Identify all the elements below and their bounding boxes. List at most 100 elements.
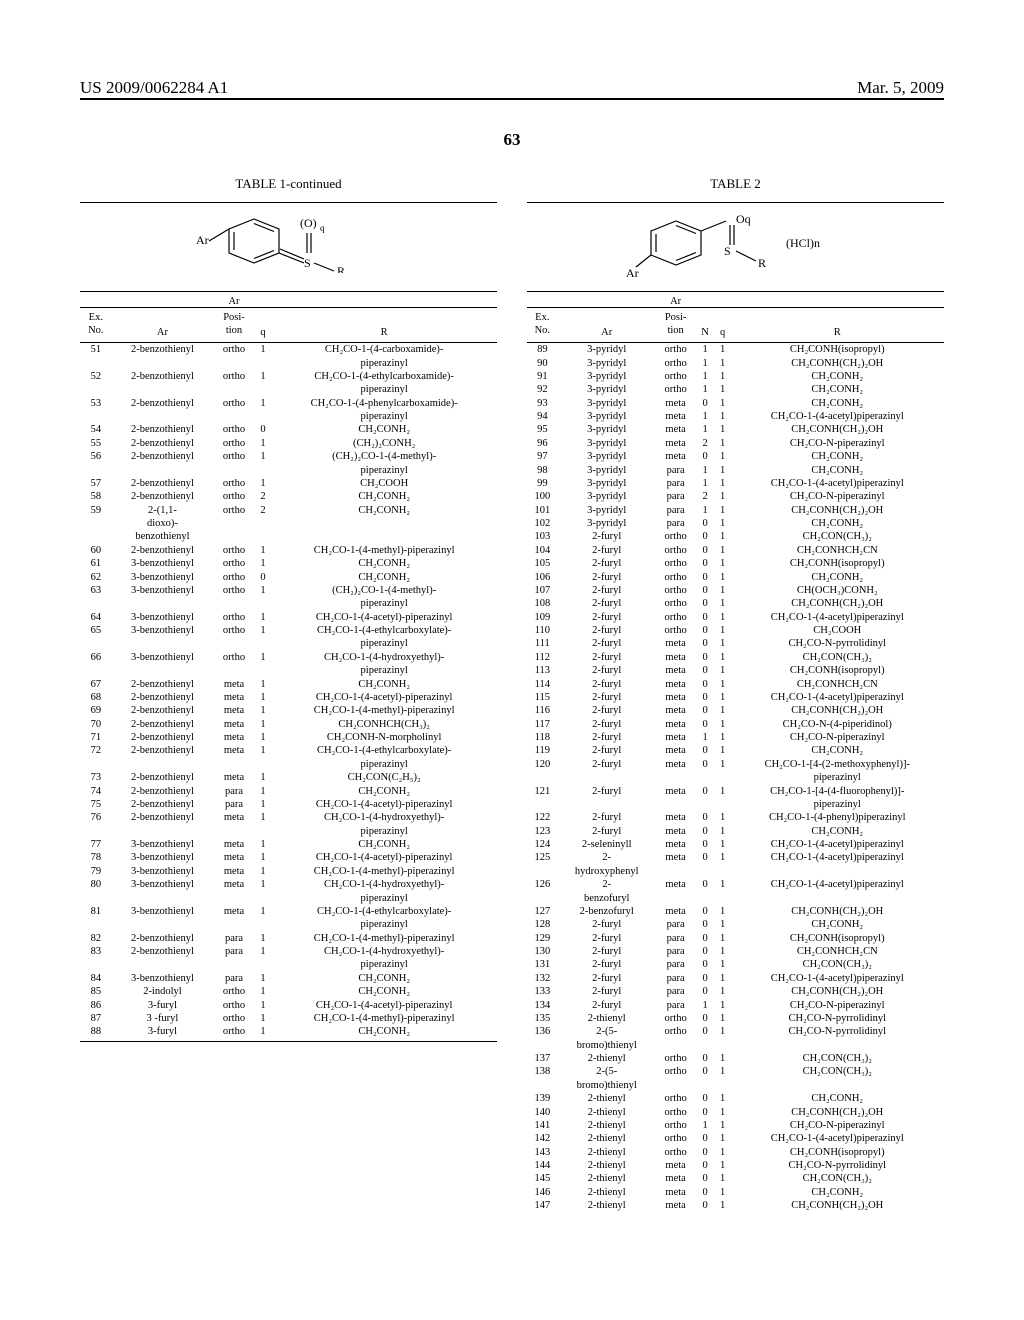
table2: Ar Ex. Posi- No. Ar tion N q R bbox=[527, 291, 944, 1212]
table-row: 1162-furylmeta01CH₂CONH(CH₂)₂OH bbox=[527, 704, 944, 717]
table-row: 1282-furylpara01CH₂CONH₂ bbox=[527, 918, 944, 931]
table-row: 633-benzothienylortho1(CH₂)₂CO-1-(4-meth… bbox=[80, 584, 497, 597]
table-row: 793-benzothienylmeta1CH₂CO-1-(4-methyl)-… bbox=[80, 865, 497, 878]
table-row: piperazinyl bbox=[80, 356, 497, 369]
table-row: 822-benzothienylpara1CH₂CO-1-(4-methyl)-… bbox=[80, 932, 497, 945]
table-row: 1102-furylortho01CH₂COOH bbox=[527, 624, 944, 637]
table-row: 783-benzothienylmeta1CH₂CO-1-(4-acetyl)-… bbox=[80, 851, 497, 864]
table-row: 1122-furylmeta01CH₂CON(CH₃)₂ bbox=[527, 651, 944, 664]
svg-text:R: R bbox=[758, 256, 766, 270]
table-row: 1372-thienylortho01CH₂CON(CH₃)₂ bbox=[527, 1052, 944, 1065]
table-row: 903-pyridylortho11CH₂CONH(CH₂)₂OH bbox=[527, 356, 944, 369]
table-row: piperazinyl bbox=[80, 410, 497, 423]
table-row: 682-benzothienylmeta1CH₂CO-1-(4-acetyl)-… bbox=[80, 691, 497, 704]
th2-r: R bbox=[731, 323, 945, 343]
table2-body: 893-pyridylortho11CH₂CONH(isopropyl)903-… bbox=[527, 343, 944, 1213]
table-row: 532-benzothienylortho1CH₂CO-1-(4-phenylc… bbox=[80, 397, 497, 410]
table-row: 933-pyridylmeta01CH₂CONH₂ bbox=[527, 397, 944, 410]
table2-structure: Ar Oq S R (HCl)n bbox=[527, 209, 944, 277]
o-label: (O) bbox=[300, 216, 317, 230]
table-row: 893-pyridylortho11CH₂CONH(isopropyl) bbox=[527, 343, 944, 357]
left-column: TABLE 1-continued bbox=[80, 176, 497, 1212]
table-row: 592-(1,1-ortho2CH₂CONH₂ bbox=[80, 504, 497, 517]
table-row: piperazinyl bbox=[80, 664, 497, 677]
ar-label: Ar bbox=[196, 233, 209, 247]
table-row: 1452-thienylmeta01CH₂CON(CH₃)₂ bbox=[527, 1172, 944, 1185]
table-row: 1472-thienylmeta01CH₂CONH(CH₂)₂OH bbox=[527, 1199, 944, 1212]
table1-title: TABLE 1-continued bbox=[80, 176, 497, 192]
table-row: 702-benzothienylmeta1CH₂CONHCH(CH₃)₂ bbox=[80, 718, 497, 731]
table-row: bromo)thienyl bbox=[527, 1039, 944, 1052]
th-exno-top: Ex. bbox=[80, 308, 112, 324]
table-row: 953-pyridylmeta11CH₂CONH(CH₂)₂OH bbox=[527, 423, 944, 436]
table-row: 1013-pyridylpara11CH₂CONH(CH₂)₂OH bbox=[527, 504, 944, 517]
table-row: 1302-furylpara01CH₂CONHCH₂CN bbox=[527, 945, 944, 958]
table-row: 663-benzothienylortho1CH₂CO-1-(4-hydroxy… bbox=[80, 651, 497, 664]
table-row: 1322-furylpara01CH₂CO-1-(4-acetyl)pipera… bbox=[527, 972, 944, 985]
table-row: 1362-(5-ortho01CH₂CO-N-pyrrolidinyl bbox=[527, 1025, 944, 1038]
table-row: 1252-meta01CH₂CO-1-(4-acetyl)piperazinyl bbox=[527, 851, 944, 864]
benzene-structure2-icon: Ar Oq S R (HCl)n bbox=[606, 209, 866, 281]
r-label: R bbox=[337, 264, 345, 273]
table-row: dioxo)- bbox=[80, 517, 497, 530]
table-row: 1142-furylmeta01CH₂CONHCH₂CN bbox=[527, 677, 944, 690]
table-row: 1152-furylmeta01CH₂CO-1-(4-acetyl)pipera… bbox=[527, 691, 944, 704]
table-row: piperazinyl bbox=[80, 825, 497, 838]
table-row: 913-pyridylortho11CH₂CONH₂ bbox=[527, 370, 944, 383]
table-row: 562-benzothienylortho1(CH₂)₂CO-1-(4-meth… bbox=[80, 450, 497, 463]
table-row: 722-benzothienylmeta1CH₂CO-1-(4-ethylcar… bbox=[80, 744, 497, 757]
table-row: piperazinyl bbox=[80, 891, 497, 904]
content-columns: TABLE 1-continued bbox=[0, 150, 1024, 1212]
table-row: 1092-furylortho01CH₂CO-1-(4-acetyl)piper… bbox=[527, 611, 944, 624]
table-row: hydroxyphenyl bbox=[527, 865, 944, 878]
table-row: 643-benzothienylortho1CH₂CO-1-(4-acetyl)… bbox=[80, 611, 497, 624]
th2-n: N bbox=[695, 323, 714, 343]
table-row: 852-indolylortho1CH₂CONH₂ bbox=[80, 985, 497, 998]
table-row: 1442-thienylmeta01CH₂CO-N-pyrrolidinyl bbox=[527, 1159, 944, 1172]
table-row: 732-benzothienylmeta1CH₂CON(C₂H₅)₂ bbox=[80, 771, 497, 784]
th2-exno-top: Ex. bbox=[527, 308, 558, 324]
svg-text:(HCl)n: (HCl)n bbox=[786, 236, 820, 250]
table-row: 762-benzothienylmeta1CH₂CO-1-(4-hydroxye… bbox=[80, 811, 497, 824]
table-row: piperazinyl bbox=[80, 597, 497, 610]
table-row: piperazinyl bbox=[80, 383, 497, 396]
table-row: 993-pyridylpara11CH₂CO-1-(4-acetyl)piper… bbox=[527, 477, 944, 490]
table-row: 1042-furylortho01CH₂CONHCH₂CN bbox=[527, 544, 944, 557]
table-row: 1212-furylmeta01CH₂CO-1-[4-(4-fluorophen… bbox=[527, 784, 944, 797]
table-row: piperazinyl bbox=[80, 918, 497, 931]
table-row: 552-benzothienylortho1(CH₂)₂CONH₂ bbox=[80, 437, 497, 450]
table-row: 1132-furylmeta01CH₂CONH(isopropyl) bbox=[527, 664, 944, 677]
table-row: 1023-pyridylpara01CH₂CONH₂ bbox=[527, 517, 944, 530]
th-arpos-bot: tion bbox=[213, 323, 255, 343]
table-row: 1222-furylmeta01CH₂CO-1-(4-phenyl)pipera… bbox=[527, 811, 944, 824]
table-row: 883-furylortho1CH₂CONH₂ bbox=[80, 1025, 497, 1038]
table-row: 572-benzothienylortho1CH₂COOH bbox=[80, 477, 497, 490]
table-row: benzothienyl bbox=[80, 530, 497, 543]
patent-number: US 2009/0062284 A1 bbox=[80, 78, 228, 98]
table-row: 522-benzothienylortho1CH₂CO-1-(4-ethylca… bbox=[80, 370, 497, 383]
table-row: 542-benzothienylortho0CH₂CONH₂ bbox=[80, 423, 497, 436]
table-row: 813-benzothienylmeta1CH₂CO-1-(4-ethylcar… bbox=[80, 905, 497, 918]
table-row: 1392-thienylortho01CH₂CONH₂ bbox=[527, 1092, 944, 1105]
table-row: piperazinyl bbox=[80, 637, 497, 650]
th-ar: Ar bbox=[112, 323, 214, 343]
table-row: piperazinyl bbox=[527, 771, 944, 784]
table-row: 983-pyridylpara11CH₂CONH₂ bbox=[527, 463, 944, 476]
th2-ar: Ar bbox=[558, 323, 656, 343]
table-row: 1112-furylmeta01CH₂CO-N-pyrrolidinyl bbox=[527, 637, 944, 650]
page-number: 63 bbox=[0, 130, 1024, 150]
table-row: 963-pyridylmeta21CH₂CO-N-piperazinyl bbox=[527, 437, 944, 450]
benzene-structure-icon: Ar (O) q S R bbox=[174, 209, 404, 273]
table-row: 712-benzothienylmeta1CH₂CONH-N-morpholin… bbox=[80, 731, 497, 744]
table-row: 582-benzothienylortho2CH₂CONH₂ bbox=[80, 490, 497, 503]
right-column: TABLE 2 Ar Oq S R (HCl)n bbox=[527, 176, 944, 1212]
table-row: 1242-seleninyllmeta01CH₂CO-1-(4-acetyl)p… bbox=[527, 838, 944, 851]
table-row: 1003-pyridylpara21CH₂CO-N-piperazinyl bbox=[527, 490, 944, 503]
table-row: 1402-thienylortho01CH₂CONH(CH₂)₂OH bbox=[527, 1105, 944, 1118]
table-row: 1412-thienylortho11CH₂CO-N-piperazinyl bbox=[527, 1119, 944, 1132]
q-sub-label: q bbox=[320, 223, 325, 233]
s-label: S bbox=[304, 256, 311, 270]
table-row: 672-benzothienylmeta1CH₂CONH₂ bbox=[80, 677, 497, 690]
th-q: q bbox=[255, 323, 272, 343]
table-row: 1342-furylpara11CH₂CO-N-piperazinyl bbox=[527, 998, 944, 1011]
